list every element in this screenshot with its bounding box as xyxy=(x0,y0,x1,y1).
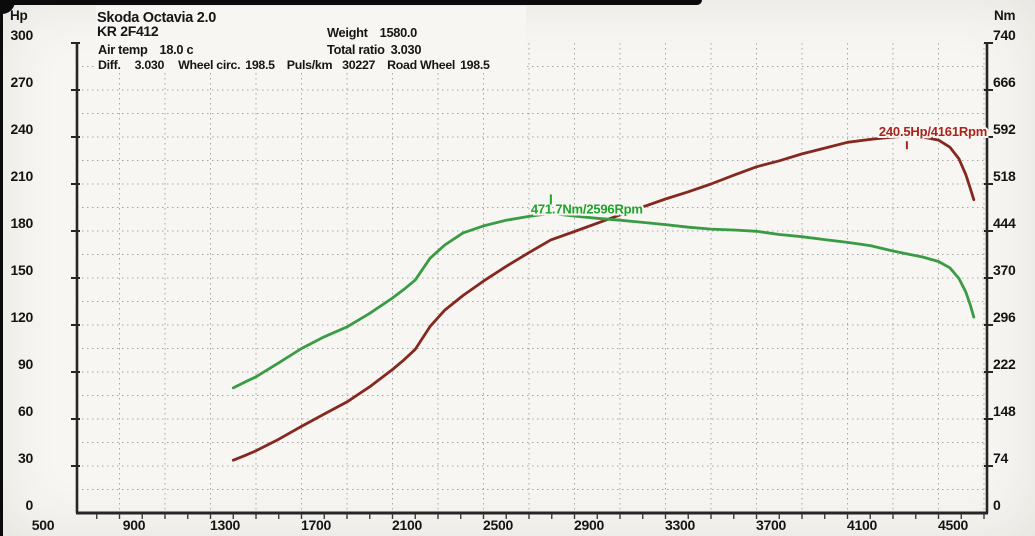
air-temp-label: Air temp xyxy=(98,42,148,57)
hp-axis-label: 300 xyxy=(11,27,34,43)
torque-curve xyxy=(231,212,976,390)
hp-axis-label: 180 xyxy=(11,215,34,231)
nm-axis-label: 296 xyxy=(993,309,1016,325)
rpm-axis-label: 2900 xyxy=(574,517,604,533)
hp-axis-label: 30 xyxy=(18,450,33,466)
rpm-axis-label: 3700 xyxy=(756,517,786,533)
weight-field: Weight 1580.0 xyxy=(327,25,417,40)
diff-label: Diff. xyxy=(98,58,121,72)
hp-axis-label: 0 xyxy=(26,497,34,513)
nm-axis-label: 370 xyxy=(993,262,1016,278)
photo-edge-top xyxy=(0,0,702,5)
left-axis-unit: Hp xyxy=(10,8,28,23)
air-temp-field: Air temp 18.0 c xyxy=(98,42,194,57)
run-info-header: Skoda Octavia 2.0 KR 2F412 Weight 1580.0… xyxy=(96,6,526,72)
hp-axis-label: 120 xyxy=(11,309,34,325)
hp-axis-label: 150 xyxy=(11,262,34,278)
rpm-axis-label: 2500 xyxy=(483,517,513,533)
rpm-axis-label: 2100 xyxy=(392,517,422,533)
air-temp-value: 18.0 c xyxy=(159,42,194,57)
nm-axis-label: 0 xyxy=(993,497,1001,513)
total-ratio-field: Total ratio 3.030 xyxy=(327,42,421,57)
photo-edge-left xyxy=(0,0,3,536)
road-wheel-value: 198.5 xyxy=(460,58,490,72)
hp-axis-label: 90 xyxy=(18,356,33,372)
diff-value: 3.030 xyxy=(134,58,165,72)
nm-axis-label: 222 xyxy=(993,356,1016,372)
power-peak-label: 240.5Hp/4161Rpm xyxy=(879,124,987,139)
nm-axis-label: 148 xyxy=(993,403,1016,419)
weight-label: Weight xyxy=(327,25,368,40)
rpm-axis-label: 500 xyxy=(32,517,55,533)
puls-km-label: Puls/km xyxy=(286,58,333,72)
wheel-circ-value: 198.5 xyxy=(245,58,275,72)
weight-value: 1580.0 xyxy=(379,25,418,40)
nm-axis-label: 740 xyxy=(993,27,1016,43)
road-wheel-label: Road Wheel xyxy=(387,58,456,72)
hp-axis-label: 210 xyxy=(11,168,34,184)
nm-axis-label: 518 xyxy=(993,168,1016,184)
wheel-circ-label: Wheel circ. xyxy=(178,58,241,72)
rpm-axis-label: 4100 xyxy=(847,517,877,533)
hp-axis-label: 60 xyxy=(18,403,33,419)
total-ratio-value: 3.030 xyxy=(390,42,422,57)
total-ratio-label: Total ratio xyxy=(327,42,385,57)
rpm-axis-label: 900 xyxy=(123,517,146,533)
right-axis-unit: Nm xyxy=(994,8,1016,23)
vehicle-title: Skoda Octavia 2.0 xyxy=(97,10,217,26)
nm-axis-label: 444 xyxy=(993,215,1016,231)
puls-km-value: 30227 xyxy=(342,58,376,72)
rpm-axis-label: 1700 xyxy=(301,517,331,533)
diff-line: Diff. 3.030 Wheel circ. 198.5 Puls/km 30… xyxy=(98,58,490,72)
torque-peak-label: 471.7Nm/2596Rpm xyxy=(531,201,643,216)
nm-axis-label: 74 xyxy=(993,450,1008,466)
rpm-axis-label: 3300 xyxy=(665,517,695,533)
hp-axis-label: 270 xyxy=(11,74,34,90)
rpm-axis-label: 4500 xyxy=(938,517,968,533)
power-curve xyxy=(231,134,976,462)
nm-axis-label: 592 xyxy=(993,121,1016,137)
run-code: KR 2F412 xyxy=(97,23,159,39)
hp-axis-label: 240 xyxy=(11,121,34,137)
nm-axis-label: 666 xyxy=(993,74,1016,90)
rpm-axis-label: 1300 xyxy=(210,517,240,533)
